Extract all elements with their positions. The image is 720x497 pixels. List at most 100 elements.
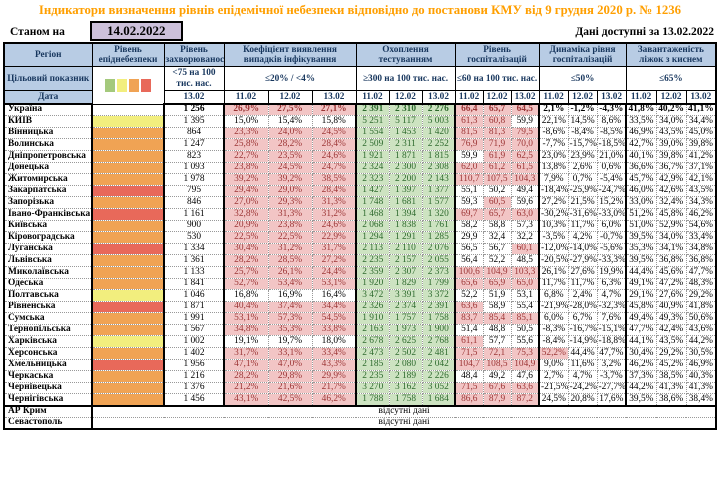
detection-value: 37,4% [267,300,313,314]
beds-value: 46,9% [625,126,657,140]
beds-value: 50,6% [685,312,717,325]
beds-value: 45,0% [685,126,717,140]
detection-value: 27,1% [311,103,357,117]
hospitalization-value: 85,1 [510,312,540,325]
beds-value: 47,7% [685,265,717,279]
dynamics-value: -8,4% [538,335,569,349]
detection-value: 31,2% [267,242,313,256]
testing-value: 1 681 [388,196,423,209]
epidemic-level-cell [91,138,165,151]
detection-value: 25,8% [223,138,269,151]
region-name: Севастополь [3,416,93,430]
dynamics-value: -7,7% [538,138,569,151]
hospitalization-value: 50,2 [482,184,512,198]
testing-value: 2 042 [421,358,456,372]
hospitalization-value: 59,3 [454,196,484,209]
target-morbidity: <75 на 100 тис. нас. [163,66,225,91]
morbidity-value: 1 978 [163,173,225,186]
table-row: Харківська 1 002 19,1% 19,7% 18,0% 2 678 2 625… [3,335,717,349]
detection-value: 39,2% [223,173,269,186]
testing-value: 2 235 [355,254,390,267]
table-row: Херсонська 1 402 31,7% 33,1% 33,4% 2 473 2 502… [3,347,717,360]
beds-value: 43,5% [655,335,687,349]
hospitalization-value: 58,8 [482,219,512,233]
testing-value: 2 678 [355,335,390,349]
detection-value: 19,1% [223,335,269,349]
hospitalization-value: 76,9 [454,138,484,151]
region-name: Львівська [3,254,93,267]
beds-value: 36,7% [655,161,687,175]
hospitalization-value: 81,5 [454,126,484,140]
testing-value: 1 554 [355,126,390,140]
detection-value: 29,8% [267,370,313,383]
dynamics-value: 2,4% [567,289,598,302]
morbidity-value: 1 956 [163,358,225,372]
hospitalization-value: 104,9 [510,358,540,372]
morbidity-value: 1 567 [163,323,225,337]
col-header-beds: Завантаженість ліжок з киснем [625,42,717,68]
detection-value: 25,7% [223,265,269,279]
detection-value: 43,1% [223,393,269,407]
epidemic-level-cell [91,370,165,383]
testing-value: 1 748 [355,196,390,209]
testing-value: 2 252 [421,138,456,151]
testing-value: 1 871 [388,149,423,163]
dynamics-value: -14,9% [567,335,598,349]
region-name: Запорізька [3,196,93,209]
dynamics-value: 7,9% [538,173,569,186]
hospitalization-value: 61,5 [510,161,540,175]
testing-value: 2 235 [355,370,390,383]
detection-value: 27,2% [311,254,357,267]
hospitalization-value: 104,7 [454,358,484,372]
legend-color-swatch [129,79,139,93]
header-row-dates: Дата 13.02 11.02 12.02 13.02 11.02 12.02… [3,89,717,106]
testing-value: 2 110 [388,242,423,256]
hospitalization-value: 65,7 [482,103,512,117]
detection-value: 43,3% [311,358,357,372]
as-of-label: Станом на [10,26,65,38]
detection-value: 33,8% [311,323,357,337]
epidemic-level-cell [91,289,165,302]
dynamics-value: -24,7% [596,184,627,198]
hospitalization-value: 51,9 [482,289,512,302]
testing-value: 2 080 [388,358,423,372]
dynamics-value: -12,0% [538,242,569,256]
testing-value: 1 788 [355,393,390,407]
dynamics-value: 26,1% [538,265,569,279]
dynamics-value: -15,7% [567,138,598,151]
dynamics-value: 27,6% [567,265,598,279]
beds-value: 34,4% [685,115,717,128]
beds-value: 41,3% [685,381,717,395]
testing-value: 1 829 [388,277,423,291]
region-name: Житомирська [3,173,93,186]
epidemic-level-cell [91,312,165,325]
morbidity-value: 1 247 [163,138,225,151]
morbidity-value: 1 216 [163,370,225,383]
detection-value: 23,8% [223,161,269,175]
detection-value: 40,4% [223,300,269,314]
beds-value: 39,0% [655,138,687,151]
hospitalization-value: 49,4 [510,184,540,198]
date-cell: 13.02 [685,89,717,106]
beds-value: 34,0% [655,115,687,128]
detection-value: 47,1% [223,358,269,372]
region-name: Одеська [3,277,93,291]
table-row: Закарпатська 795 29,4% 29,0% 28,4% 1 427 1 397… [3,184,717,198]
testing-value: 2 200 [388,173,423,186]
beds-value: 41,1% [685,103,717,117]
hospitalization-value: 58,2 [454,219,484,233]
testing-value: 2 509 [355,138,390,151]
testing-value: 1 815 [421,149,456,163]
beds-value: 43,5% [685,184,717,198]
testing-value: 3 052 [421,381,456,395]
dynamics-value: 22,1% [538,115,569,128]
table-row: Дніпропетровська 823 22,7% 23,5% 24,6% 1 921 1… [3,149,717,163]
testing-value: 3 391 [388,289,423,302]
beds-value: 44,1% [625,335,657,349]
table-row: Севастополь відсутні дані [3,416,717,430]
dynamics-value: -28,0% [567,300,598,314]
region-name: Тернопільська [3,323,93,337]
testing-value: 5 003 [421,115,456,128]
epidemic-level-cell [91,265,165,279]
hospitalization-value: 71,9 [482,138,512,151]
